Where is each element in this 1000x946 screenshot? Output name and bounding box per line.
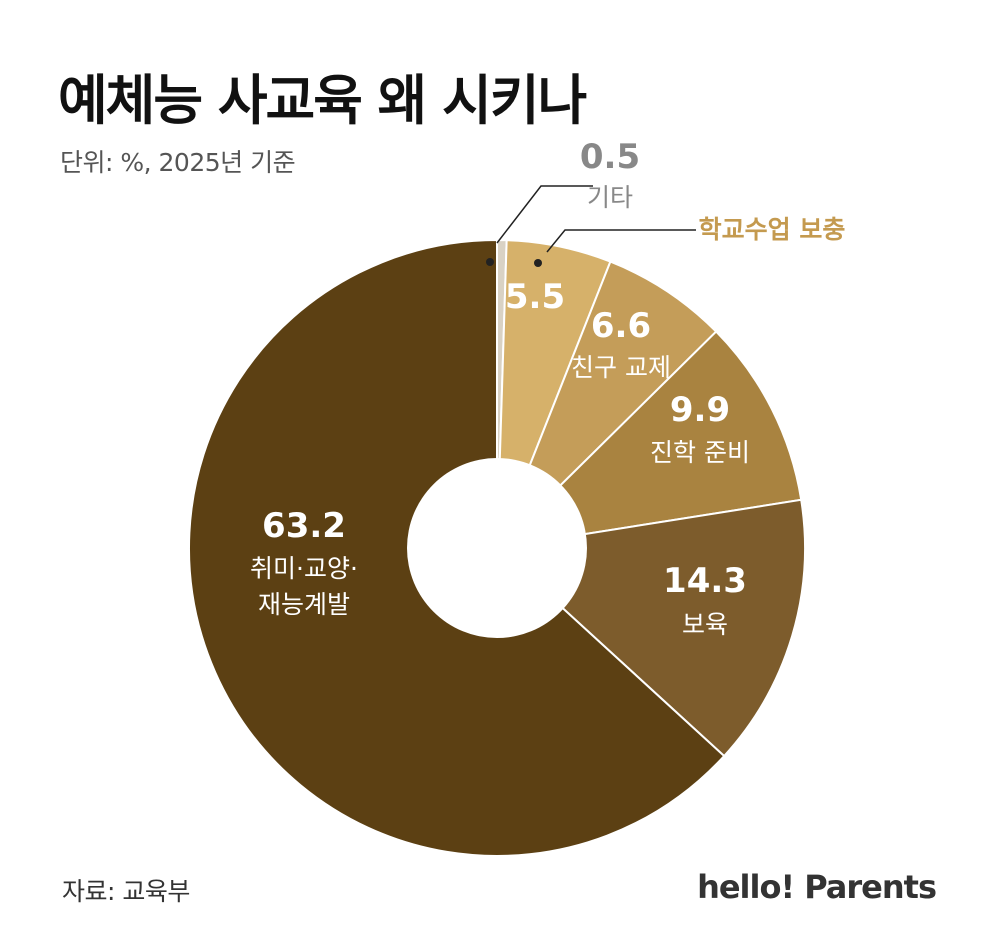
leader-lines [486,185,696,267]
donut-hole [407,458,587,638]
slice-3-value-label: 6.6 [591,306,651,346]
slice-2-leader-dot [534,259,542,267]
slice-1-category-label: 기타 [587,183,633,212]
slice-5-category-label: 보육 [682,610,728,639]
slice-1-leader-line [496,185,593,244]
slice-1-value-label: 0.5 [580,137,640,177]
slice-2-value-label: 5.5 [505,277,565,317]
slice-4-category-label: 진학 준비 [650,438,750,467]
slice-1-leader-dot [486,258,494,266]
slice-6-category-label: 취미·교양· [250,554,358,583]
slice-2-category-label: 학교수업 보충 [699,215,846,244]
brand-logo: hello! Parents [697,868,937,906]
slice-3 [496,260,718,549]
slice-6-value-label: 63.2 [262,506,346,546]
chart-subtitle: 단위: %, 2025년 기준 [60,148,296,177]
slice-3-category-label: 친구 교제 [571,353,671,382]
slice-4 [494,330,803,550]
slice-6-category-label-line2: 재능계발 [258,590,350,619]
source-note: 자료: 교육부 [62,877,190,906]
slice-5-value-label: 14.3 [663,561,747,601]
slice-2-leader-line [546,229,696,253]
slice-4-value-label: 9.9 [670,390,730,430]
chart-title: 예체능 사교육 왜 시키나 [58,69,587,132]
